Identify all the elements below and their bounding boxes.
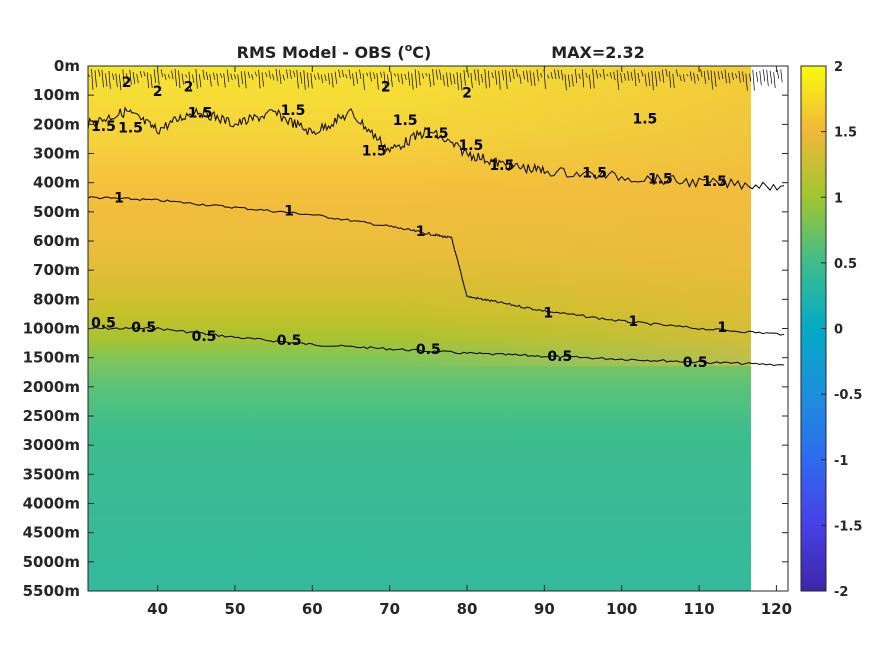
colorbar-tick-label: 1 xyxy=(834,191,843,206)
contour-label: 1 xyxy=(416,224,426,240)
x-tick-label: 120 xyxy=(761,600,792,618)
y-tick-label: 5000m xyxy=(23,553,80,571)
contour-label: 1.5 xyxy=(188,106,213,122)
x-tick-label: 60 xyxy=(302,600,323,618)
max-annotation: MAX=2.32 xyxy=(551,43,645,62)
colorbar-tick-label: 1.5 xyxy=(834,126,857,141)
contour-label: 2 xyxy=(122,75,132,91)
contour-label: 1.5 xyxy=(648,171,673,187)
contour-label: 1.5 xyxy=(458,138,483,154)
contour-label: 1 xyxy=(543,305,553,321)
colorbar-tick-label: -2 xyxy=(834,585,848,600)
colorbar-tick-label: -1 xyxy=(834,454,848,469)
contour-label: 1.5 xyxy=(489,158,514,174)
colorbar-tick-label: -0.5 xyxy=(834,388,862,403)
contour-label: 0.5 xyxy=(683,355,708,371)
y-tick-label: 4000m xyxy=(23,495,80,513)
contour-label: 2 xyxy=(381,79,391,95)
contour-label: 1 xyxy=(717,320,727,336)
contour-line-2 xyxy=(87,68,783,91)
colorbar-tick-label: 0 xyxy=(834,323,843,338)
contour-label: 0.5 xyxy=(192,329,217,345)
colorbar-tick-label: 0.5 xyxy=(834,257,857,272)
contour-label: 1.5 xyxy=(632,112,657,128)
contour-label: 0.5 xyxy=(416,342,441,358)
contour-label: 1.5 xyxy=(118,120,143,136)
colorbar-ticks: 2 1.5 1 0.5 0 -0.5 -1 -1.5 -2 xyxy=(821,60,862,600)
contour-label: 1 xyxy=(284,203,294,219)
y-tick-label: 600m xyxy=(33,232,80,250)
contour-label: 2 xyxy=(184,79,194,95)
contour-line-0-5 xyxy=(87,326,785,367)
y-tick-label: 1000m xyxy=(23,320,80,338)
y-tick-label: 500m xyxy=(33,203,80,221)
colorbar-tick-label: 2 xyxy=(834,60,843,75)
contour-lines xyxy=(87,68,785,367)
y-tick-label: 100m xyxy=(33,86,80,104)
x-tick-label: 40 xyxy=(147,600,168,618)
y-tick-label: 800m xyxy=(33,290,80,308)
contour-label: 0.5 xyxy=(131,320,156,336)
contour-label: 1.5 xyxy=(281,103,306,119)
y-tick-label: 5500m xyxy=(23,582,80,600)
x-tick-label: 70 xyxy=(379,600,400,618)
y-tick-label: 3500m xyxy=(23,465,80,483)
contour-label: 1.5 xyxy=(702,174,727,190)
y-tick-label: 400m xyxy=(33,174,80,192)
contour-label: 0.5 xyxy=(277,333,302,349)
y-tick-label: 700m xyxy=(33,261,80,279)
x-tick-label: 100 xyxy=(606,600,637,618)
colorbar-tick-label: -1.5 xyxy=(834,519,862,534)
x-tick-label: 50 xyxy=(225,600,246,618)
contour-label: 1.5 xyxy=(91,119,116,135)
y-tick-label: 3000m xyxy=(23,436,80,454)
y-tick-label: 0m xyxy=(54,57,80,75)
contour-label: 2 xyxy=(153,84,163,100)
contour-line-1 xyxy=(87,196,785,336)
contour-label: 2 xyxy=(462,85,472,101)
contour-label: 1.5 xyxy=(424,126,449,142)
y-tick-label: 300m xyxy=(33,145,80,163)
x-tick-label: 110 xyxy=(683,600,714,618)
contour-label: 1.5 xyxy=(393,113,418,129)
y-tick-label: 2500m xyxy=(23,407,80,425)
contour-label: 1 xyxy=(628,314,638,330)
contour-label: 1 xyxy=(114,190,124,206)
contour-line-1-5 xyxy=(87,106,785,191)
colorbar: 2 1.5 1 0.5 0 -0.5 -1 -1.5 -2 xyxy=(800,60,862,600)
heatmap-field-shading xyxy=(88,66,751,366)
y-tick-label: 1500m xyxy=(23,349,80,367)
y-tick-label: 4500m xyxy=(23,524,80,542)
y-tick-label: 200m xyxy=(33,115,80,133)
contour-label: 0.5 xyxy=(547,349,572,365)
chart-title: RMS Model - OBS (oC) xyxy=(237,41,432,62)
x-tick-label: 90 xyxy=(534,600,555,618)
contour-label: 0.5 xyxy=(91,316,116,332)
y-axis: 0m 100m 200m 300m 400m 500m 600m 700m 800m 1000m 1… xyxy=(23,57,788,600)
y-tick-label: 2000m xyxy=(23,378,80,396)
contour-label: 1.5 xyxy=(362,144,387,160)
x-tick-label: 80 xyxy=(457,600,478,618)
contour-label: 1.5 xyxy=(582,165,607,181)
x-axis: 40 50 60 70 80 90 100 110 120 xyxy=(147,66,792,618)
